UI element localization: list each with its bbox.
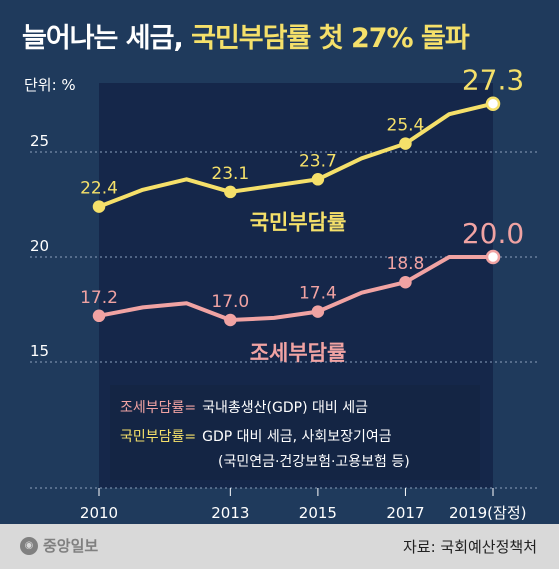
y-tick-label: 25	[30, 132, 49, 150]
data-label: 17.2	[80, 288, 118, 308]
unit-label: 단위: %	[24, 76, 76, 94]
series-name-label: 조세부담률	[250, 341, 347, 365]
title-prefix: 늘어나는 세금,	[22, 23, 184, 54]
legend-entry: 국민부담률= GDP 대비 세금, 사회보장기여금	[120, 429, 392, 445]
publisher-logo: ◉ 중앙일보	[20, 535, 98, 556]
series-line-tax-burden	[97, 255, 495, 322]
x-tick-label: 2015	[299, 504, 337, 522]
data-point	[485, 249, 501, 265]
data-label: 22.4	[80, 179, 118, 199]
legend-term: 조세부담률=	[120, 400, 196, 416]
x-tick-label: 2010	[80, 504, 118, 522]
data-point	[92, 309, 106, 323]
y-tick-label: 20	[30, 237, 49, 255]
data-label: 17.0	[211, 292, 249, 312]
logo-text: 중앙일보	[43, 537, 99, 555]
x-tick-label: 2019(잠정)	[449, 504, 526, 522]
footer-bar: ◉ 중앙일보 자료: 국회예산정책처	[0, 524, 559, 569]
legend-box	[110, 385, 480, 480]
data-point	[311, 173, 325, 186]
legend-entry: 조세부담률= 국내총생산(GDP) 대비 세금	[120, 400, 368, 416]
data-label: 23.7	[299, 151, 337, 171]
x-tick-label: 2013	[211, 504, 249, 522]
data-label: 27.3	[462, 64, 524, 97]
data-point	[399, 137, 412, 150]
data-point	[92, 200, 106, 213]
source-note: 자료: 국회예산정책처	[402, 538, 537, 556]
y-tick-label: 15	[30, 342, 49, 360]
legend-description: GDP 대비 세금, 사회보장기여금	[202, 429, 392, 445]
chart-title: 늘어나는 세금, 국민부담률 첫 27% 돌파	[22, 16, 470, 55]
data-point	[224, 313, 237, 327]
x-tick-label: 2017	[386, 504, 424, 522]
series-name-label: 국민부담률	[250, 211, 347, 235]
data-label: 20.0	[462, 217, 524, 250]
title-highlight: 국민부담률 첫 27% 돌파	[191, 23, 470, 54]
series-line-national-burden	[97, 101, 495, 209]
legend-description-cont: (국민연금·건강보험·고용보험 등)	[218, 454, 410, 470]
data-point	[485, 96, 501, 111]
data-point	[311, 305, 325, 318]
data-label: 25.4	[387, 116, 425, 136]
data-label: 23.1	[211, 164, 249, 184]
data-label: 17.4	[299, 284, 337, 304]
legend-description: 국내총생산(GDP) 대비 세금	[202, 400, 368, 416]
line-chart: 15 20 25 2010 2013 2015 2017 2019(잠정) 22.4 23.1 23…	[30, 64, 540, 522]
legend-term: 국민부담률=	[120, 429, 196, 445]
data-label: 18.8	[387, 254, 425, 274]
logo-icon: ◉	[20, 536, 38, 555]
data-point	[224, 185, 237, 199]
data-point	[399, 275, 412, 289]
